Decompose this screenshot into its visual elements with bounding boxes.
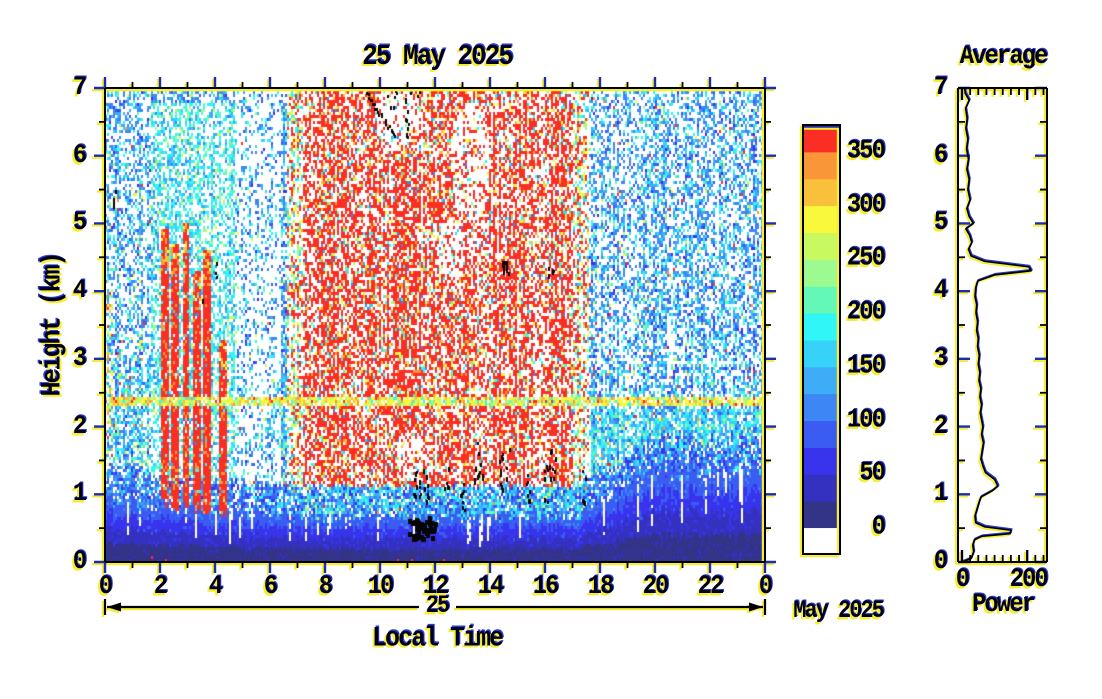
y-tick-label: 4 [72,276,87,307]
x-axis-label: Local Time [371,621,504,655]
plot-title: 25 May 2025 [362,39,514,73]
average-y-tick-label: 7 [933,72,948,104]
average-y-tick-label: 2 [933,411,948,442]
y-tick-label: 1 [72,479,87,510]
average-y-tick-label: 3 [933,343,948,374]
y-tick-label: 6 [72,140,87,171]
x-tick-label: 20 [642,571,670,603]
x-tick-label: 0 [98,571,113,603]
y-tick-label: 7 [72,72,87,104]
average-y-tick-label: 0 [933,546,948,578]
x-tick-label: 14 [477,571,505,603]
colorbar-tick-label: 150 [846,351,886,382]
average-x-tick-label: 0 [955,564,970,596]
colorbar-tick-label: 100 [846,404,886,436]
colorbar-tick-label: 250 [846,243,886,274]
colorbar-tick-label: 0 [871,512,886,543]
y-axis-label: Height (km) [35,253,69,397]
x-tick-label: 8 [318,571,333,603]
x-tick-label: 12 [422,571,450,603]
x-tick-label: 10 [367,571,395,603]
day-bracket-label: 25 [425,592,450,620]
colorbar-tick-label: 300 [846,189,886,221]
x-tick-label: 22 [697,571,725,603]
date-label: May 2025 [793,597,885,625]
y-tick-label: 0 [72,546,87,578]
average-x-tick-label: 200 [1009,564,1049,596]
colorbar-tick-label: 50 [859,458,886,489]
average-panel-title: Average [959,41,1049,73]
y-tick-label: 2 [72,411,87,442]
y-tick-label: 3 [72,343,87,374]
y-tick-label: 5 [72,208,87,239]
x-tick-label: 16 [532,571,560,603]
colorbar-tick-label: 200 [846,297,886,328]
average-y-tick-label: 1 [933,479,948,510]
x-tick-label: 6 [263,571,278,603]
average-y-tick-label: 4 [933,276,948,307]
x-tick-label: 18 [587,571,615,603]
average-x-axis-label: Power [971,589,1036,621]
colorbar-tick-label: 350 [846,136,886,167]
x-tick-label: 2 [153,571,168,603]
average-y-tick-label: 6 [933,140,948,171]
x-tick-label: 4 [208,571,223,603]
heatmap-canvas [105,88,765,562]
x-tick-label: 0 [758,571,773,603]
average-y-tick-label: 5 [933,208,948,239]
